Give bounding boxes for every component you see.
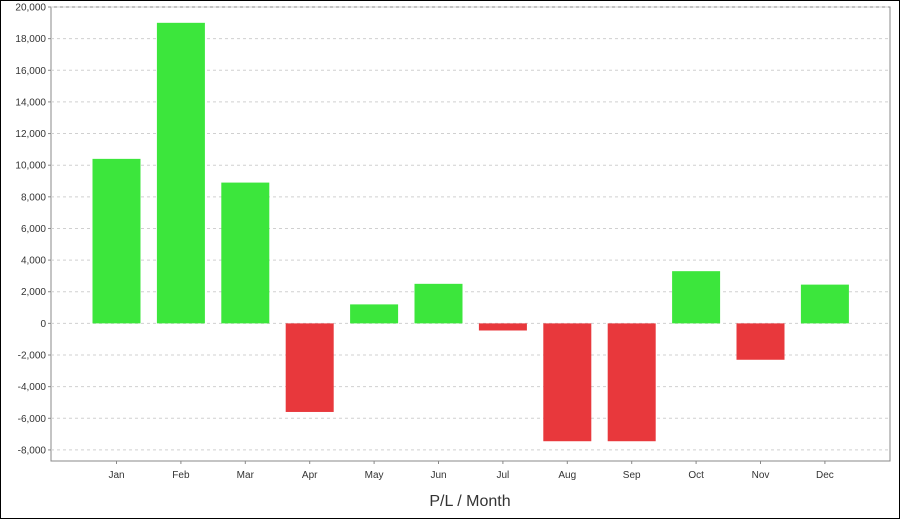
x-tick-label: Apr [302,470,318,481]
y-tick-label: 14,000 [15,97,46,108]
x-axis-ticks: Jan Feb Mar Apr May Jun Jul Aug Sep Oct Nov Dec [108,461,834,481]
y-tick-label: 8,000 [21,192,46,203]
y-tick-label: -4,000 [18,382,47,393]
x-tick-label: Dec [816,470,834,481]
x-tick-label: Jan [108,470,124,481]
bar-dec [800,284,849,324]
y-tick-label: 6,000 [21,224,46,235]
y-tick-label: -2,000 [18,351,47,362]
bar-oct [672,271,721,324]
bar-aug [543,323,592,442]
x-tick-label: May [365,470,384,481]
y-tick-label: 10,000 [15,161,46,172]
bar-nov [736,323,785,360]
bar-may [350,304,399,324]
bar-feb [156,22,205,324]
x-tick-label: Feb [172,470,190,481]
bar-apr [285,323,334,412]
bar-jun [414,283,463,324]
y-tick-label: 4,000 [21,256,46,267]
y-tick-label: 0 [40,319,46,330]
y-tick-label: 2,000 [21,287,46,298]
x-tick-label: Jul [497,470,510,481]
y-tick-label: -6,000 [18,414,47,425]
bar-mar [221,182,270,324]
bar-sep [607,323,656,442]
y-tick-label: 18,000 [15,34,46,45]
y-axis-ticks: 20,000 18,000 16,000 14,000 12,000 10,000 8,00… [15,3,51,456]
bar-jan [92,158,141,324]
x-tick-label: Oct [688,470,704,481]
y-tick-label: 12,000 [15,129,46,140]
x-tick-label: Sep [623,470,641,481]
x-tick-label: Jun [430,470,446,481]
y-tick-label: 20,000 [15,3,46,14]
y-tick-label: 16,000 [15,66,46,77]
x-tick-label: Mar [237,470,255,481]
x-tick-label: Aug [558,470,576,481]
bars [92,22,849,442]
y-tick-label: -8,000 [18,445,47,456]
x-tick-label: Nov [752,470,770,481]
x-axis-label: P/L / Month [429,493,510,510]
bar-jul [478,323,527,331]
